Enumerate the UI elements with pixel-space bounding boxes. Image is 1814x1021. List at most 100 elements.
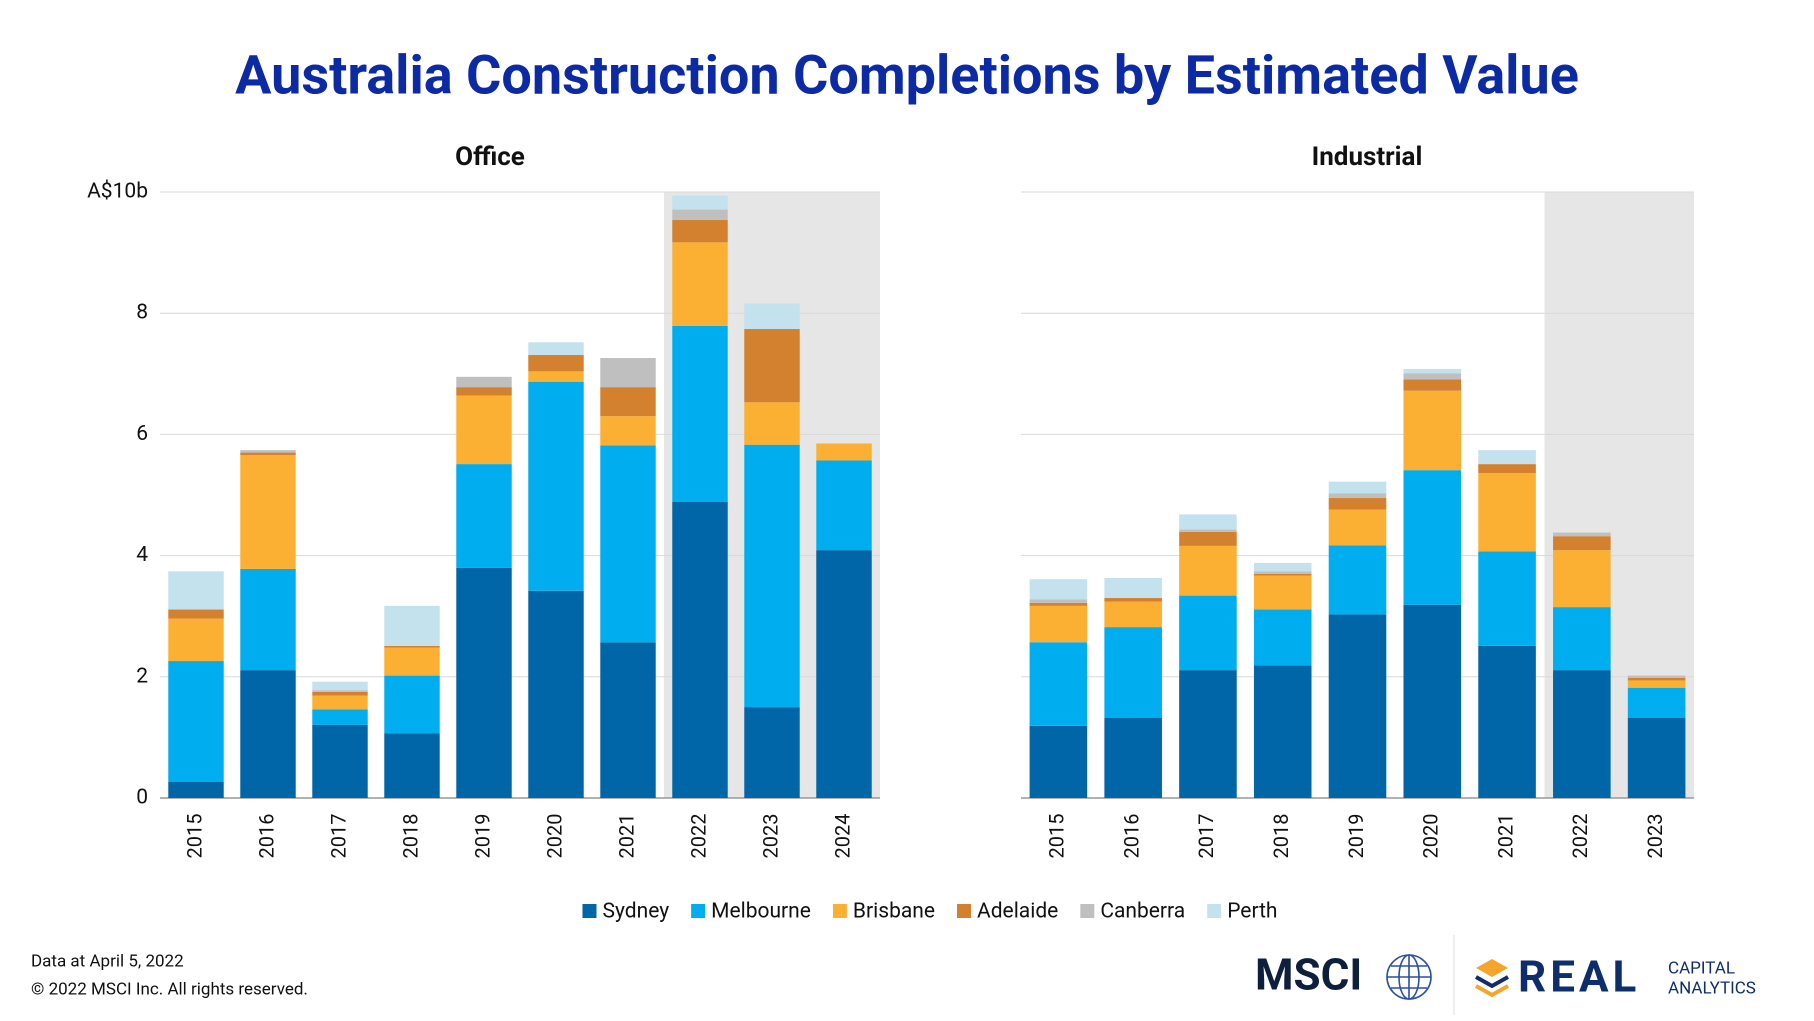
- y-tick-label: 8: [136, 301, 148, 325]
- bar-segment: Sydney: [384, 733, 440, 798]
- bar-segment: Perth: [528, 342, 584, 356]
- bar-segment: Melbourne: [1253, 609, 1312, 666]
- bar-segment: Adelaide: [312, 691, 368, 696]
- x-tick-label: 2018: [398, 814, 422, 859]
- x-tick-label: 2018: [1269, 814, 1293, 859]
- msci-globe: [1386, 954, 1432, 1000]
- bar-segment: Adelaide: [1403, 379, 1462, 391]
- x-tick-label: 2024: [830, 814, 854, 859]
- bar-segment: Perth: [1029, 579, 1088, 600]
- legend-label: Brisbane: [853, 900, 935, 924]
- legend: Sydney Melbourne Brisbane Adelaide Canberra P…: [582, 900, 1278, 924]
- bar-segment: Adelaide: [672, 219, 728, 243]
- bar-segment: Adelaide: [1478, 464, 1536, 474]
- legend-swatch: [957, 904, 972, 918]
- bar-segment: Perth: [1328, 481, 1387, 494]
- bar-segment: Brisbane: [1627, 680, 1686, 688]
- copyright: © 2022 MSCI Inc. All rights reserved.: [31, 979, 308, 999]
- bar-segment: Perth: [168, 571, 224, 610]
- x-tick-label: 2021: [1493, 814, 1517, 859]
- bar-segment: Canberra: [1627, 675, 1686, 679]
- bar-segment: Perth: [1403, 368, 1462, 374]
- bar-segment: Adelaide: [1627, 678, 1686, 681]
- bar-segment: Melbourne: [1627, 687, 1686, 719]
- bar-segment: Adelaide: [1553, 536, 1611, 551]
- bar-segment: Canberra: [312, 690, 368, 692]
- bar-segment: Sydney: [1328, 614, 1387, 798]
- x-tick-label: 2019: [1344, 814, 1368, 859]
- bar-segment: Canberra: [672, 209, 728, 220]
- bar-segment: Sydney: [240, 670, 296, 798]
- bar-segment: Sydney: [528, 590, 584, 798]
- bar-segment: Canberra: [1029, 599, 1088, 603]
- bar-segment: Sydney: [1553, 670, 1611, 798]
- bar-segment: Brisbane: [1328, 509, 1387, 546]
- bar-segment: Sydney: [1104, 718, 1162, 798]
- bar-segment: Adelaide: [456, 387, 512, 396]
- bar-segment: Sydney: [168, 781, 224, 798]
- x-tick-label: 2020: [542, 814, 566, 859]
- x-tick-label: 2020: [1419, 814, 1443, 859]
- bar-segment: Sydney: [1253, 665, 1312, 798]
- legend-label: Sydney: [602, 900, 669, 924]
- bar-segment: Brisbane: [528, 371, 584, 382]
- y-tick-label: 4: [136, 543, 148, 567]
- bar-segment: Melbourne: [528, 381, 584, 591]
- legend-swatch: [1207, 904, 1222, 918]
- x-tick-label: 2015: [1045, 814, 1069, 859]
- bar-segment: Sydney: [1403, 604, 1462, 798]
- bar-segment: Brisbane: [1553, 550, 1611, 608]
- bar-segment: Melbourne: [1403, 470, 1462, 605]
- bar-segment: Brisbane: [168, 618, 224, 662]
- bar-segment: Melbourne: [1553, 607, 1611, 671]
- bar-segment: Perth: [384, 605, 440, 646]
- bar-segment: Brisbane: [1403, 390, 1462, 471]
- bar-segment: Sydney: [1478, 645, 1536, 798]
- bar-segment: Canberra: [1179, 529, 1237, 532]
- bar-segment: Brisbane: [456, 395, 512, 465]
- bar-segment: Brisbane: [384, 647, 440, 676]
- bar-segment: Perth: [744, 303, 800, 329]
- msci-logo-text: MSCI: [1255, 949, 1362, 1001]
- bar-segment: Adelaide: [1328, 498, 1387, 510]
- x-tick-label: 2023: [758, 814, 782, 859]
- x-tick-label: 2021: [614, 814, 638, 859]
- bar-segment: Adelaide: [1253, 573, 1312, 576]
- bar-segment: Adelaide: [240, 452, 296, 456]
- bar-segment: Sydney: [1627, 718, 1686, 798]
- bar-segment: Sydney: [1029, 725, 1088, 798]
- rca-logo-sub: ANALYTICS: [1668, 978, 1756, 998]
- bar-segment: Brisbane: [1179, 545, 1237, 596]
- bar-segment: Melbourne: [744, 444, 800, 708]
- x-tick-label: 2023: [1643, 814, 1667, 859]
- bar-segment: Canberra: [1403, 373, 1462, 380]
- chart-subtitle: Industrial: [1312, 142, 1423, 172]
- bar-segment: Melbourne: [168, 661, 224, 782]
- bar-segment: Canberra: [240, 450, 296, 453]
- legend-label: Melbourne: [711, 900, 811, 924]
- bar-segment: Brisbane: [672, 242, 728, 326]
- legend-label: Adelaide: [977, 900, 1058, 924]
- bar-segment: Adelaide: [1104, 598, 1162, 602]
- bar-segment: Brisbane: [744, 402, 800, 445]
- bar-segment: Perth: [1478, 450, 1536, 465]
- bar-segment: Adelaide: [1029, 602, 1088, 606]
- bar-segment: Sydney: [312, 724, 368, 798]
- bar-segment: Brisbane: [816, 443, 872, 461]
- legend-swatch: [691, 904, 706, 918]
- rca-icon: [1475, 959, 1509, 998]
- legend-swatch: [832, 904, 847, 918]
- legend-label: Canberra: [1100, 900, 1185, 924]
- y-tick-label: 0: [136, 786, 148, 810]
- x-tick-label: 2019: [470, 814, 494, 859]
- bar-segment: Perth: [1253, 562, 1312, 572]
- bar-segment: Adelaide: [384, 645, 440, 648]
- bar-segment: Perth: [1104, 578, 1162, 599]
- bar-segment: Sydney: [600, 642, 656, 798]
- legend-label: Perth: [1227, 900, 1277, 924]
- y-tick-label: 6: [136, 422, 148, 446]
- bar-segment: Melbourne: [1478, 551, 1536, 646]
- bar-segment: Melbourne: [816, 460, 872, 551]
- bar-segment: Sydney: [456, 567, 512, 798]
- bar-segment: Melbourne: [600, 445, 656, 643]
